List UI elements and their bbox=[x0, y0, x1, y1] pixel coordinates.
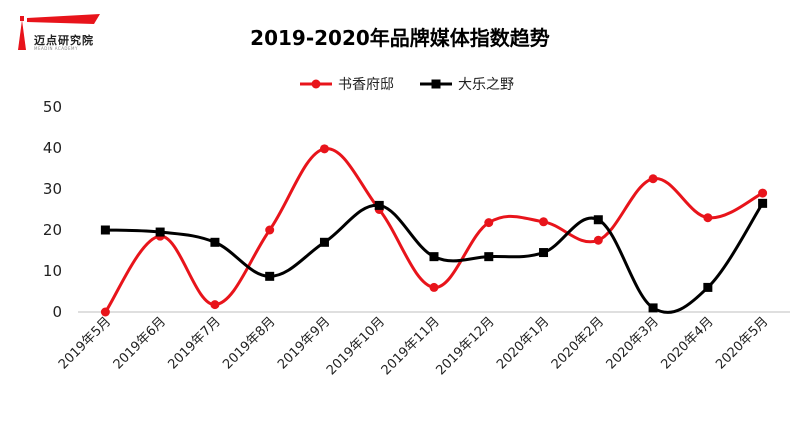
x-tick-label: 2020年4月 bbox=[658, 314, 716, 372]
series-1-point bbox=[593, 235, 603, 245]
series-1-point bbox=[703, 213, 713, 223]
x-tick-label: 2019年12月 bbox=[434, 314, 498, 378]
x-tick-label: 2020年1月 bbox=[494, 314, 552, 372]
y-tick-label: 50 bbox=[43, 98, 62, 116]
x-tick-label: 2019年5月 bbox=[56, 314, 114, 372]
x-tick-label: 2020年2月 bbox=[549, 314, 607, 372]
series-1-point bbox=[210, 300, 220, 310]
x-tick-label: 2019年8月 bbox=[220, 314, 278, 372]
y-tick-label: 10 bbox=[43, 262, 62, 280]
logo: 迈点研究院 MEADIN ACADEMY bbox=[10, 10, 110, 54]
series-2-point bbox=[703, 282, 713, 292]
y-tick-label: 30 bbox=[43, 180, 62, 198]
series-1-point bbox=[100, 307, 110, 317]
series-2-point bbox=[429, 252, 439, 262]
chart-title: 2019-2020年品牌媒体指数趋势 bbox=[250, 26, 550, 50]
logo-lighthouse-icon bbox=[18, 14, 100, 50]
logo-sub-text: MEADIN ACADEMY bbox=[34, 46, 78, 51]
series-2-point bbox=[374, 200, 384, 210]
series-2-point bbox=[210, 237, 220, 247]
logo-brand-text: 迈点研究院 bbox=[34, 34, 94, 47]
series-1-point bbox=[484, 218, 494, 228]
y-tick-label: 20 bbox=[43, 221, 62, 239]
legend-label-2: 大乐之野 bbox=[458, 77, 514, 93]
series-2-point bbox=[100, 225, 110, 235]
series-2-point bbox=[265, 271, 275, 281]
series-2-point bbox=[484, 252, 494, 262]
legend-marker-1 bbox=[311, 79, 321, 89]
y-tick-label: 40 bbox=[43, 139, 62, 157]
x-tick-label: 2020年3月 bbox=[604, 314, 662, 372]
series-2-point bbox=[155, 227, 165, 237]
series-1-point bbox=[265, 225, 275, 235]
x-tick-label: 2019年7月 bbox=[166, 314, 224, 372]
series-2-point bbox=[648, 303, 658, 313]
legend-label-1: 书香府邸 bbox=[338, 77, 394, 93]
x-tick-label: 2019年6月 bbox=[111, 314, 169, 372]
series-1-point bbox=[648, 174, 658, 184]
series-1-point bbox=[429, 282, 439, 292]
x-tick-label: 2019年9月 bbox=[275, 314, 333, 372]
series-2-point bbox=[593, 215, 603, 225]
series-1-point bbox=[758, 188, 768, 198]
series-1-point bbox=[539, 217, 549, 227]
series-1-point bbox=[319, 144, 329, 154]
legend-marker-2 bbox=[431, 79, 441, 89]
series-2-point bbox=[539, 248, 549, 258]
series-2-point bbox=[758, 198, 768, 208]
series-2-point bbox=[319, 237, 329, 247]
x-tick-label: 2020年5月 bbox=[713, 314, 771, 372]
y-tick-label: 0 bbox=[52, 303, 62, 321]
